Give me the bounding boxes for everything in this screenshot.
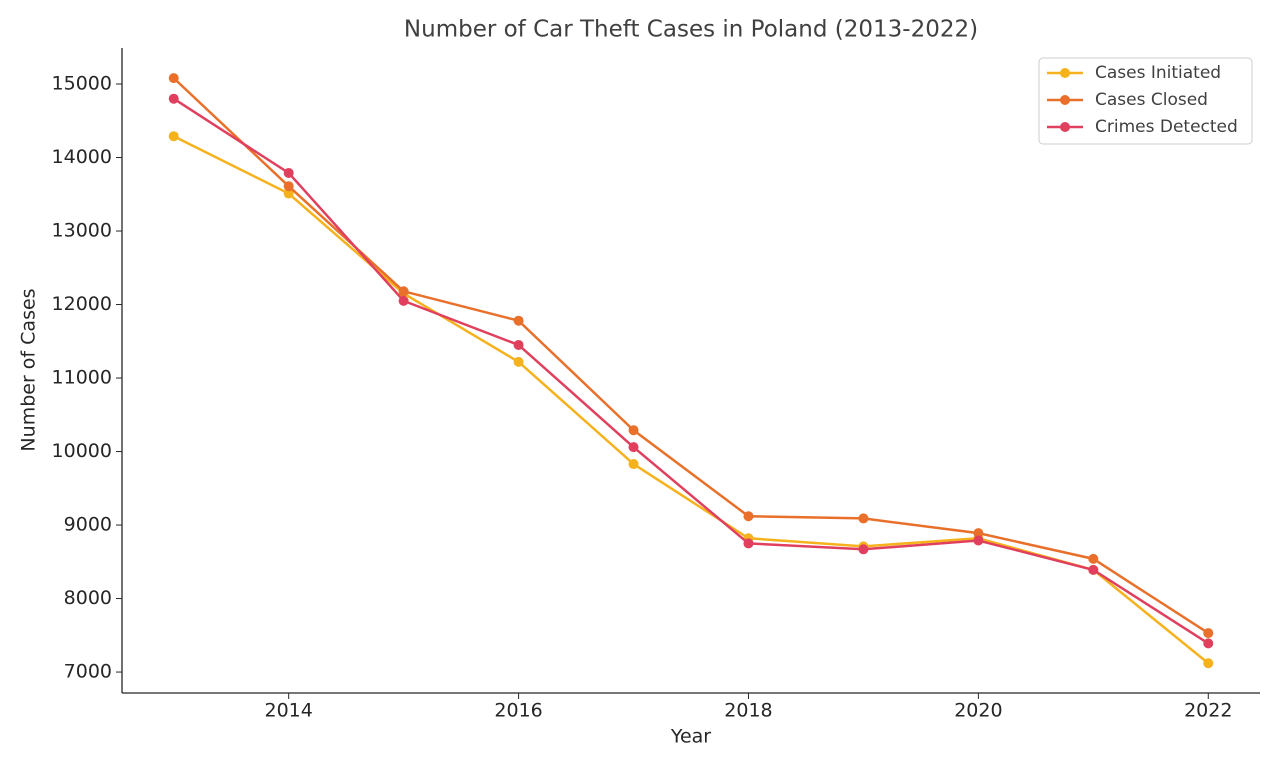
point [628, 425, 639, 436]
y-axis-label: Number of Cases [18, 288, 40, 451]
point [1088, 564, 1099, 575]
point [858, 513, 869, 524]
y-tick-label: 7000 [64, 661, 112, 683]
point [1203, 658, 1214, 669]
y-tick-label: 12000 [52, 293, 112, 315]
point [168, 73, 179, 84]
point [858, 544, 869, 555]
point [743, 538, 754, 549]
legend-label: Cases Closed [1095, 90, 1208, 110]
point [628, 459, 639, 470]
point [973, 528, 984, 539]
point [168, 131, 179, 142]
point [513, 356, 524, 367]
point [973, 535, 984, 546]
series-line [173, 135, 1210, 665]
y-tick-label: 11000 [52, 367, 112, 389]
series-line [173, 97, 1209, 645]
point [1088, 553, 1099, 564]
y-tick-label: 10000 [52, 440, 112, 462]
x-tick-label: 2020 [954, 700, 1002, 722]
point [398, 295, 409, 306]
legend-box [1038, 57, 1253, 145]
point [513, 339, 524, 350]
point [1203, 628, 1214, 639]
series-line [172, 77, 1209, 635]
y-tick-label: 14000 [52, 146, 112, 168]
x-tick-label: 2018 [724, 700, 772, 722]
point [283, 188, 294, 199]
legend-marker [1060, 68, 1070, 78]
x-tick-label: 2016 [494, 700, 542, 722]
point [1203, 638, 1214, 649]
legend-label: Crimes Detected [1095, 117, 1238, 137]
point [283, 181, 294, 192]
point [513, 315, 524, 326]
x-tick-label: 2022 [1184, 700, 1232, 722]
legend-label: Cases Initiated [1095, 63, 1221, 83]
point [398, 286, 409, 297]
point [628, 442, 639, 453]
point [168, 93, 179, 104]
legend-marker [1060, 95, 1070, 105]
y-tick-label: 13000 [52, 220, 112, 242]
y-tick-label: 9000 [64, 514, 112, 536]
y-tick-label: 15000 [52, 73, 112, 95]
x-axis-label: Year [670, 726, 711, 748]
point [743, 511, 754, 522]
legend-marker [1060, 122, 1070, 132]
y-tick-label: 8000 [64, 587, 112, 609]
chart-title: Number of Car Theft Cases in Poland (201… [404, 17, 978, 43]
point [283, 167, 294, 178]
x-tick-label: 2014 [264, 700, 312, 722]
